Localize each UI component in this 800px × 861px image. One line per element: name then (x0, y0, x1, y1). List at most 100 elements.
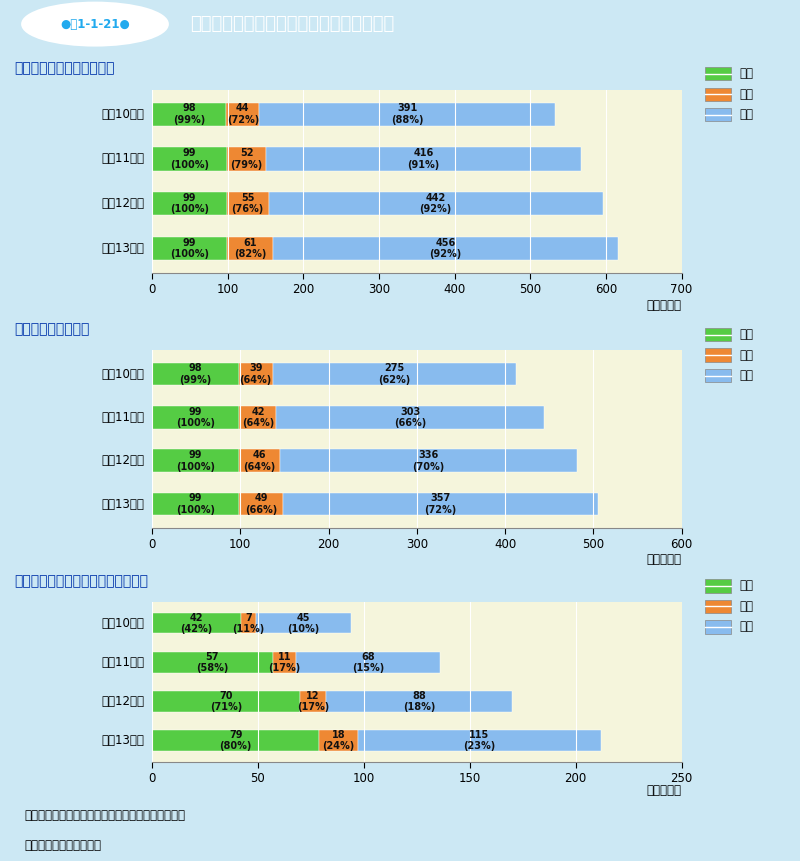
Text: 国立: 国立 (739, 328, 753, 341)
Text: （大学数）: （大学数） (646, 784, 682, 797)
Bar (152, 363, 238, 386)
Text: 275
(62%): 275 (62%) (378, 363, 410, 385)
Bar (296, 653, 440, 672)
Text: 公立: 公立 (739, 88, 753, 101)
Bar (280, 449, 577, 472)
Text: 18
(24%): 18 (24%) (322, 730, 354, 752)
Text: 68
(15%): 68 (15%) (352, 652, 384, 673)
Bar (227, 237, 273, 260)
Text: 70
(71%): 70 (71%) (210, 691, 242, 712)
Text: 88
(18%): 88 (18%) (402, 691, 435, 712)
Bar (226, 102, 259, 126)
Bar (705, 600, 730, 613)
Text: 〈自己点検・評価を実施〉: 〈自己点検・評価を実施〉 (14, 62, 115, 76)
Text: 11
(17%): 11 (17%) (268, 652, 301, 673)
Bar (705, 349, 730, 362)
Text: 303
(66%): 303 (66%) (394, 406, 426, 428)
Text: 大学における自己点検・評価等の実施状況: 大学における自己点検・評価等の実施状況 (190, 15, 394, 33)
Text: 平成10年度: 平成10年度 (102, 368, 145, 381)
Text: 国立: 国立 (739, 67, 753, 80)
Bar (319, 730, 358, 751)
Text: 99
(100%): 99 (100%) (176, 406, 215, 428)
Text: 39
(64%): 39 (64%) (240, 363, 272, 385)
Text: 44
(72%): 44 (72%) (226, 103, 259, 125)
Text: 平成13年度: 平成13年度 (102, 498, 145, 511)
Text: 平成11年度: 平成11年度 (102, 656, 145, 669)
Text: 私立: 私立 (739, 621, 753, 634)
Bar (326, 691, 512, 711)
Text: 99
(100%): 99 (100%) (170, 193, 209, 214)
Text: 99
(100%): 99 (100%) (176, 493, 215, 515)
Bar (239, 492, 282, 515)
Bar (152, 492, 239, 515)
Text: 46
(64%): 46 (64%) (243, 450, 276, 472)
Text: 115
(23%): 115 (23%) (463, 730, 495, 752)
Bar (238, 363, 273, 386)
Text: 61
(82%): 61 (82%) (234, 238, 266, 259)
Text: 42
(42%): 42 (42%) (180, 612, 213, 634)
Text: 336
(70%): 336 (70%) (412, 450, 445, 472)
Text: 52
(79%): 52 (79%) (230, 148, 262, 170)
Ellipse shape (22, 3, 167, 45)
Bar (241, 613, 256, 634)
Text: 平成13年度: 平成13年度 (102, 734, 145, 747)
Text: 98
(99%): 98 (99%) (179, 363, 211, 385)
Bar (358, 730, 601, 751)
Bar (152, 102, 226, 126)
Text: 12
(17%): 12 (17%) (297, 691, 329, 712)
Text: 99
(100%): 99 (100%) (170, 148, 209, 170)
Text: 79
(80%): 79 (80%) (219, 730, 252, 752)
Text: 391
(88%): 391 (88%) (391, 103, 424, 125)
Text: 平成12年度: 平成12年度 (102, 695, 145, 708)
Text: 442
(92%): 442 (92%) (420, 193, 452, 214)
Bar (152, 192, 227, 215)
Bar (705, 579, 730, 592)
Text: （大学数）: （大学数） (646, 553, 682, 566)
Bar (259, 102, 555, 126)
Bar (273, 237, 618, 260)
Text: 99
(100%): 99 (100%) (176, 450, 215, 472)
Text: 49
(66%): 49 (66%) (245, 493, 277, 515)
Text: 45
(10%): 45 (10%) (287, 612, 320, 634)
Text: 7
(11%): 7 (11%) (232, 612, 265, 634)
Bar (152, 730, 319, 751)
Bar (152, 653, 273, 672)
Text: 42
(64%): 42 (64%) (242, 406, 274, 428)
Bar (282, 492, 598, 515)
Bar (239, 406, 277, 429)
Text: 57
(58%): 57 (58%) (196, 652, 229, 673)
Bar (152, 406, 239, 429)
Text: 国立: 国立 (739, 579, 753, 592)
Text: 公立: 公立 (739, 349, 753, 362)
Bar (705, 621, 730, 634)
Bar (239, 449, 280, 472)
Text: 〈実施結果の公表〉: 〈実施結果の公表〉 (14, 323, 90, 337)
Text: 平成12年度: 平成12年度 (102, 455, 145, 468)
Text: 416
(91%): 416 (91%) (407, 148, 440, 170)
Text: 平成11年度: 平成11年度 (102, 411, 145, 424)
Text: 平成11年度: 平成11年度 (102, 152, 145, 165)
Text: 平成10年度: 平成10年度 (102, 108, 145, 121)
Bar (266, 147, 581, 170)
Bar (277, 406, 544, 429)
Text: （注）　（　）は設置者別の全大学数に対する割合: （注） （ ）は設置者別の全大学数に対する割合 (24, 809, 185, 822)
Bar (152, 449, 239, 472)
Text: 98
(99%): 98 (99%) (173, 103, 206, 125)
Text: 55
(76%): 55 (76%) (232, 193, 264, 214)
Bar (152, 691, 300, 711)
Text: （資料）文部科学省調べ: （資料）文部科学省調べ (24, 839, 101, 852)
Bar (273, 653, 296, 672)
Text: 平成13年度: 平成13年度 (102, 242, 145, 255)
Text: 456
(92%): 456 (92%) (430, 238, 462, 259)
Text: 平成12年度: 平成12年度 (102, 197, 145, 210)
Text: 私立: 私立 (739, 369, 753, 382)
Bar (256, 613, 351, 634)
Bar (152, 613, 241, 634)
Bar (269, 192, 603, 215)
Text: 〈結果の第三者による検証を実施〉: 〈結果の第三者による検証を実施〉 (14, 574, 149, 588)
Bar (152, 147, 227, 170)
Text: 公立: 公立 (739, 600, 753, 613)
Text: ●図1-1-21●: ●図1-1-21● (60, 17, 130, 31)
Text: 99
(100%): 99 (100%) (170, 238, 209, 259)
Bar (705, 108, 730, 121)
